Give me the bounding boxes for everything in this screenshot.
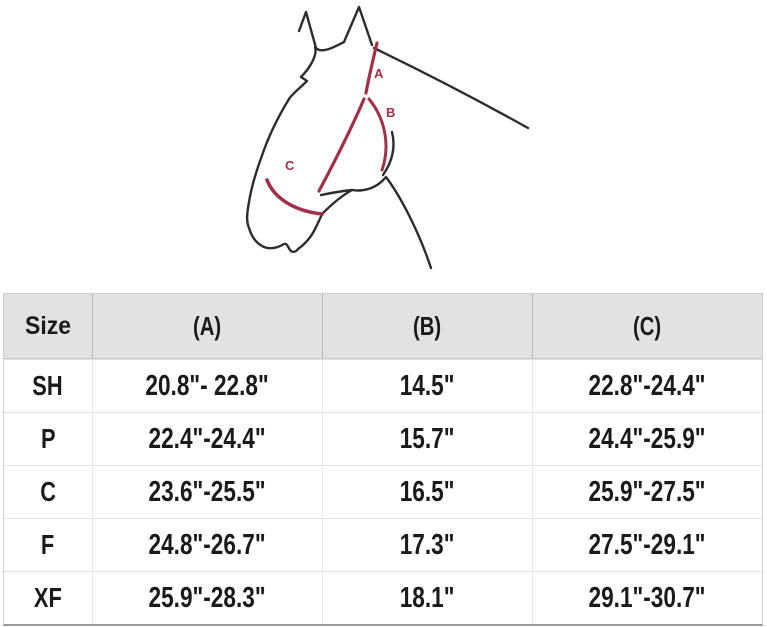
measurement-b-value: 16.5" [400,475,455,508]
row-cell-size: C [4,466,93,518]
row-cell-b: 16.5" [323,466,533,518]
row-cell-b: 14.5" [323,360,533,412]
measurement-a-value: 22.4"-24.4" [148,422,266,455]
measurement-c-value: 29.1"-30.7" [588,581,706,614]
measurement-label-a: A [374,66,384,81]
header-label-a: (A) [193,310,222,341]
table-row: SH 20.8"- 22.8" 14.5" 22.8"-24.4" [4,359,762,412]
measurement-c-value: 24.4"-25.9" [588,422,706,455]
row-cell-b: 15.7" [323,413,533,465]
horse-neck-top-line [372,46,530,130]
horse-ears-outline [297,5,374,52]
header-cell-b: (B) [323,294,533,358]
horse-jaw-lines [319,188,354,216]
row-cell-a: 23.6"-25.5" [93,466,324,518]
measurement-b-value: 18.1" [400,581,455,614]
halter-throat-strap-b [367,97,388,172]
row-cell-c: 29.1"-30.7" [533,572,762,624]
measurement-a-value: 25.9"-28.3" [148,581,266,614]
header-cell-size: Size [4,294,93,358]
row-cell-c: 27.5"-29.1" [533,519,762,571]
horse-cheek-arc [381,130,395,177]
row-cell-size: SH [4,360,93,412]
measurement-label-c: C [285,158,295,173]
row-cell-a: 25.9"-28.3" [93,572,324,624]
halter-noseband-strap-c [265,178,324,216]
horse-diagram-container: A B C [0,0,767,290]
measurement-c-value: 27.5"-29.1" [588,528,706,561]
measurement-c-value: 25.9"-27.5" [588,475,706,508]
header-cell-c: (C) [533,294,762,358]
horse-face-profile [245,45,324,253]
table-row: C 23.6"-25.5" 16.5" 25.9"-27.5" [4,465,762,518]
table-row: P 22.4"-24.4" 15.7" 24.4"-25.9" [4,412,762,465]
size-value: C [39,476,56,507]
row-cell-a: 20.8"- 22.8" [93,360,324,412]
row-cell-c: 22.8"-24.4" [533,360,762,412]
size-value: P [40,423,56,454]
header-label-size: Size [24,311,71,340]
size-value: XF [33,582,62,613]
horse-head-diagram: A B C [245,5,530,270]
horse-jowl-and-neck-line [350,175,433,270]
row-cell-size: P [4,413,93,465]
size-value: SH [32,370,64,401]
measurement-a-value: 23.6"-25.5" [148,475,266,508]
halter-crown-strap-a [364,41,379,95]
row-cell-a: 24.8"-26.7" [93,519,324,571]
halter-cheek-strap [317,97,366,193]
measurement-b-value: 17.3" [400,528,455,561]
measurement-b-value: 14.5" [400,369,455,402]
measurement-b-value: 15.7" [400,422,455,455]
table-header-row: Size (A) (B) (C) [4,294,762,359]
row-cell-a: 22.4"-24.4" [93,413,324,465]
size-chart-table: Size (A) (B) (C) SH 20.8"- 22.8" 14.5" [3,293,763,626]
row-cell-size: F [4,519,93,571]
header-label-c: (C) [633,310,662,341]
size-value: F [41,529,55,560]
row-cell-c: 25.9"-27.5" [533,466,762,518]
measurement-a-value: 24.8"-26.7" [148,528,266,561]
measurement-label-b: B [386,105,395,120]
measurement-a-value: 20.8"- 22.8" [145,369,270,402]
row-cell-size: XF [4,572,93,624]
measurement-c-value: 22.8"-24.4" [588,369,706,402]
row-cell-b: 18.1" [323,572,533,624]
row-cell-c: 24.4"-25.9" [533,413,762,465]
header-label-b: (B) [413,310,442,341]
row-cell-b: 17.3" [323,519,533,571]
table-row: XF 25.9"-28.3" 18.1" 29.1"-30.7" [4,571,762,624]
table-row: F 24.8"-26.7" 17.3" 27.5"-29.1" [4,518,762,571]
header-cell-a: (A) [93,294,324,358]
